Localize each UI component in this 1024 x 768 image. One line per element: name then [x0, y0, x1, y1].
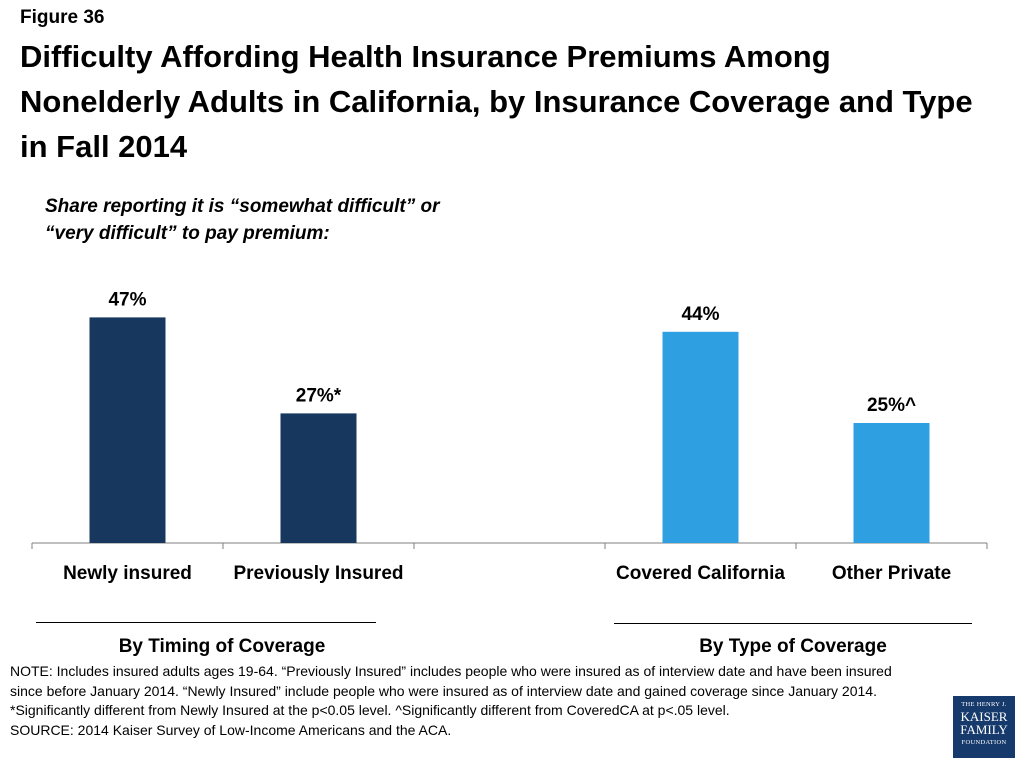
- data-label: 25%^: [867, 395, 916, 416]
- notes: NOTE: Includes insured adults ages 19-64…: [10, 662, 910, 740]
- source-note: SOURCE: 2014 Kaiser Survey of Low-Income…: [10, 721, 452, 738]
- data-label: 44%: [681, 304, 719, 325]
- bar: [853, 423, 930, 543]
- bar: [89, 317, 166, 543]
- chart-subtitle: Share reporting it is “somewhat difficul…: [45, 196, 440, 244]
- figure-label: Figure 36: [20, 7, 105, 28]
- note-text: NOTE: Includes insured adults ages 19-64…: [10, 663, 892, 699]
- category-label: Previously Insured: [233, 563, 403, 584]
- group-label-timing: By Timing of Coverage: [118, 636, 326, 657]
- bar: [662, 331, 739, 543]
- bar-chart: 47% Newly insured 27%* Previously Insured 44…: [31, 289, 988, 584]
- bar: [280, 413, 357, 543]
- group-rule-type: [614, 623, 972, 624]
- data-label: 47%: [108, 289, 146, 310]
- significance-note: *Significantly different from Newly Insu…: [10, 702, 730, 718]
- kaiser-family-foundation-logo: THE HENRY J. KAISER FAMILY FOUNDATION: [953, 696, 1015, 758]
- group-label-type: By Type of Coverage: [699, 636, 887, 657]
- category-label: Other Private: [832, 563, 951, 584]
- category-label: Covered California: [616, 563, 785, 584]
- chart-title: Difficulty Affording Health Insurance Pr…: [20, 39, 973, 164]
- data-label: 27%*: [296, 385, 342, 406]
- group-rule-timing: [36, 622, 376, 623]
- category-label: Newly insured: [63, 563, 192, 584]
